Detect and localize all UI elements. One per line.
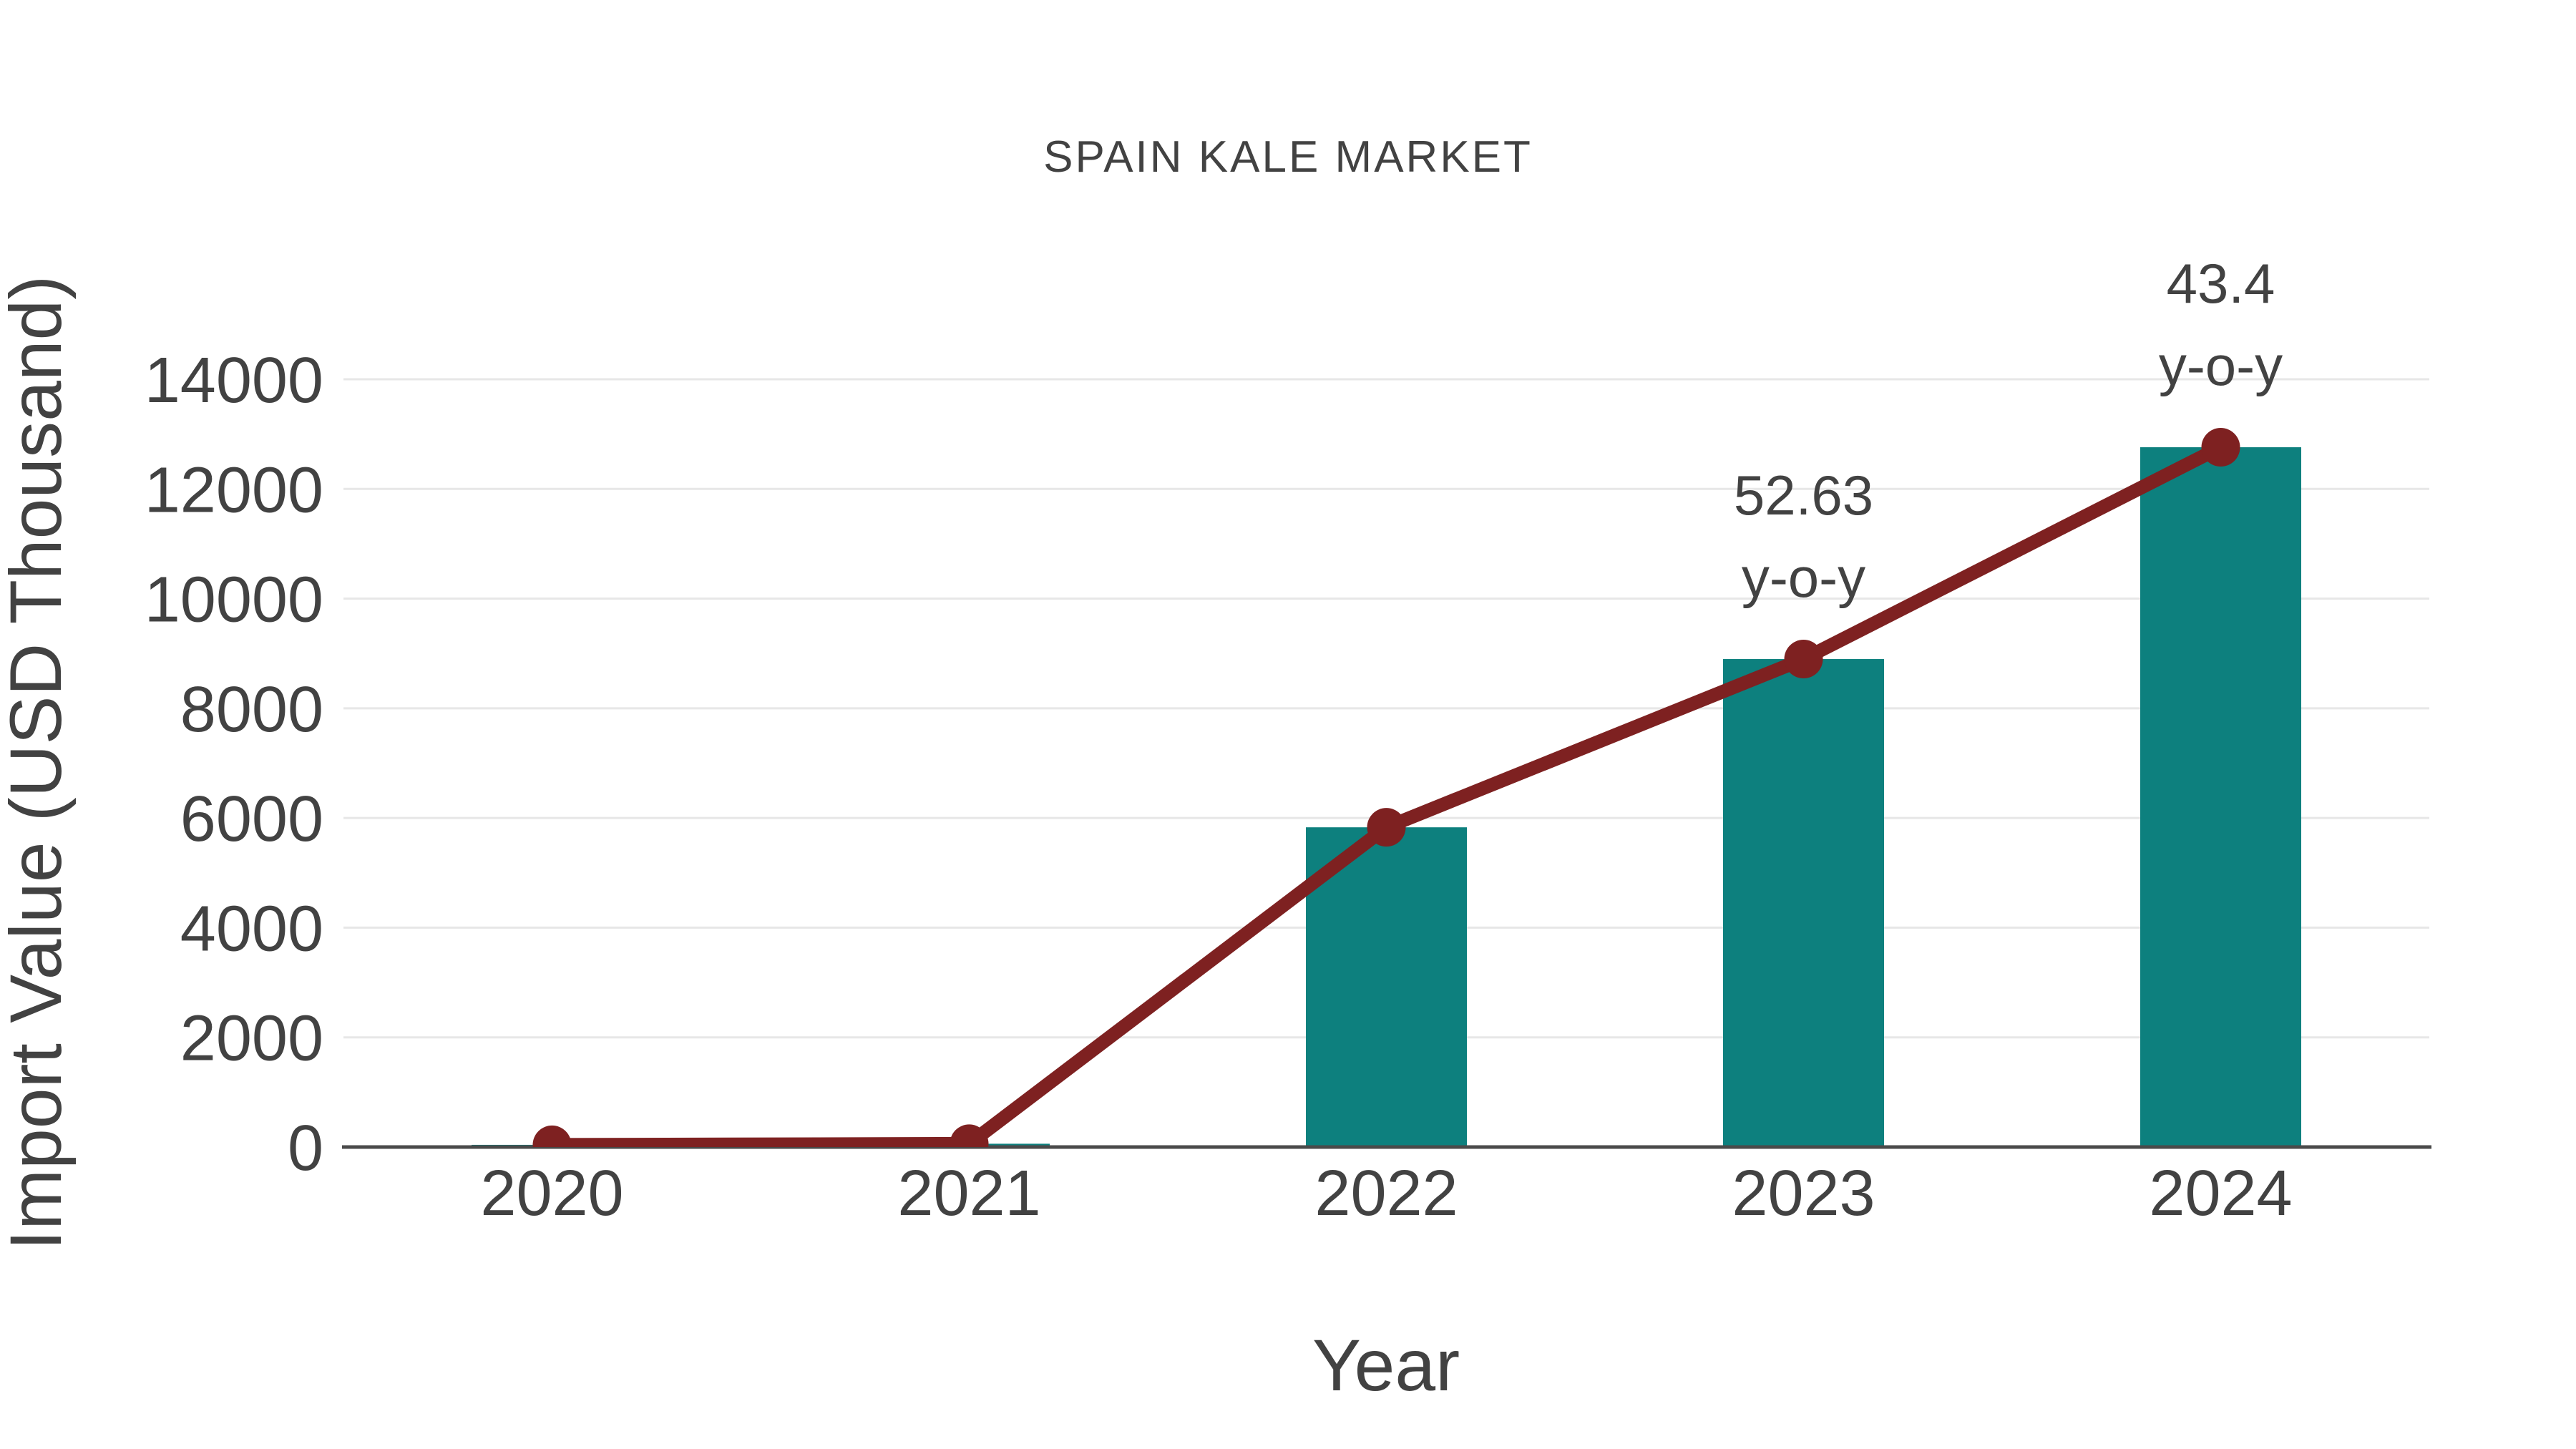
- x-tick-label: 2022: [1314, 1158, 1458, 1229]
- line-series: [532, 428, 2240, 1147]
- data-point-marker: [532, 1125, 572, 1147]
- x-tick-label: 2023: [1732, 1158, 1875, 1229]
- y-tick-label: 10000: [145, 565, 323, 636]
- bar: [2140, 447, 2301, 1147]
- y-axis-tick-labels: 0 2000 4000 6000 8000 10000 12000 14000: [145, 345, 323, 1184]
- data-point-marker: [1367, 808, 1406, 847]
- bar: [1306, 827, 1467, 1147]
- y-tick-label: 4000: [180, 893, 323, 965]
- data-point-marker: [950, 1124, 989, 1147]
- y-tick-label: 14000: [145, 345, 323, 416]
- yoy-annotation-line: 52.63: [1734, 464, 1873, 527]
- x-axis-tick-labels: 2020 2021 2022 2023 2024: [480, 1158, 2292, 1229]
- y-tick-label: 6000: [180, 784, 323, 855]
- x-axis-title: Year: [1312, 1324, 1460, 1406]
- x-tick-label: 2021: [897, 1158, 1040, 1229]
- y-tick-label: 0: [288, 1113, 323, 1184]
- yoy-annotation-line: y-o-y: [2159, 334, 2283, 397]
- y-tick-label: 12000: [145, 454, 323, 526]
- y-axis-title: Import Value (USD Thousand): [0, 275, 77, 1251]
- yoy-annotation-line: 43.4: [2167, 252, 2275, 315]
- x-tick-label: 2024: [2149, 1158, 2292, 1229]
- data-point-marker: [1784, 640, 1823, 679]
- bar: [1723, 659, 1884, 1147]
- y-tick-label: 2000: [180, 1003, 323, 1075]
- x-tick-label: 2020: [480, 1158, 623, 1229]
- y-tick-label: 8000: [180, 674, 323, 746]
- chart-title: SPAIN KALE MARKET: [1043, 132, 1533, 182]
- data-point-marker: [2201, 428, 2240, 467]
- yoy-annotation-line: y-o-y: [1742, 546, 1865, 609]
- bar-series: [472, 447, 2301, 1147]
- annotations: 52.63 y-o-y 43.4 y-o-y: [1734, 252, 2283, 609]
